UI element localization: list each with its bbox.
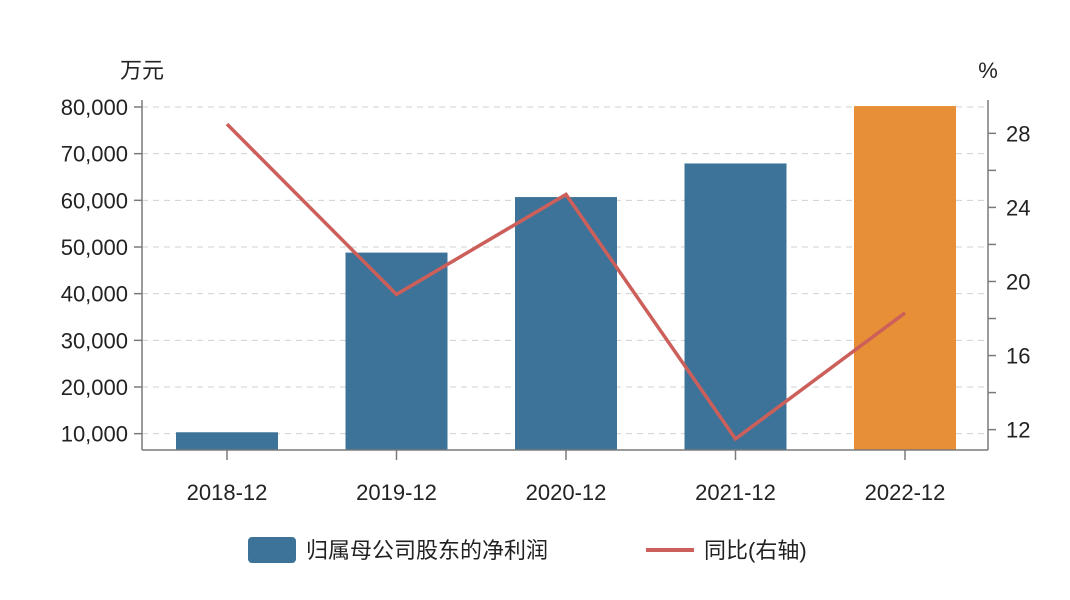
left-tick-label: 30,000 bbox=[61, 328, 128, 353]
legend-bar-swatch bbox=[248, 537, 296, 563]
bar-2020-12 bbox=[515, 197, 617, 450]
left-tick-label: 20,000 bbox=[61, 375, 128, 400]
x-tick-label: 2020-12 bbox=[526, 480, 607, 505]
bar-series bbox=[176, 106, 956, 451]
axes: 10,000 20,000 30,000 40,000 50,000 60,000 70,0… bbox=[61, 95, 1031, 505]
legend-bar-label: 归属母公司股东的净利润 bbox=[306, 538, 548, 563]
bar-2021-12 bbox=[684, 163, 787, 450]
left-tick-label: 80,000 bbox=[61, 95, 128, 120]
left-axis-unit: 万元 bbox=[120, 58, 164, 83]
right-tick-label: 28 bbox=[1006, 121, 1030, 146]
left-tick-label: 10,000 bbox=[61, 422, 128, 447]
left-tick-label: 60,000 bbox=[61, 188, 128, 213]
x-tick-label: 2019-12 bbox=[356, 480, 437, 505]
bar-2018-12 bbox=[176, 432, 278, 450]
legend-line-label: 同比(右轴) bbox=[704, 538, 807, 563]
line-series bbox=[225, 122, 907, 442]
bar-2019-12 bbox=[345, 252, 448, 450]
legend: 归属母公司股东的净利润 同比(右轴) bbox=[248, 537, 807, 563]
bar-2022-12 bbox=[854, 106, 956, 451]
left-tick-label: 70,000 bbox=[61, 142, 128, 167]
right-tick-label: 24 bbox=[1006, 195, 1030, 220]
right-tick-label: 20 bbox=[1006, 269, 1030, 294]
left-tick-label: 50,000 bbox=[61, 235, 128, 260]
x-tick-label: 2018-12 bbox=[187, 480, 268, 505]
x-tick-label: 2022-12 bbox=[865, 480, 946, 505]
right-tick-label: 12 bbox=[1006, 418, 1030, 443]
x-tick-label: 2021-12 bbox=[695, 480, 776, 505]
left-tick-label: 40,000 bbox=[61, 282, 128, 307]
right-tick-label: 16 bbox=[1006, 344, 1030, 369]
right-axis-unit: % bbox=[978, 58, 998, 83]
